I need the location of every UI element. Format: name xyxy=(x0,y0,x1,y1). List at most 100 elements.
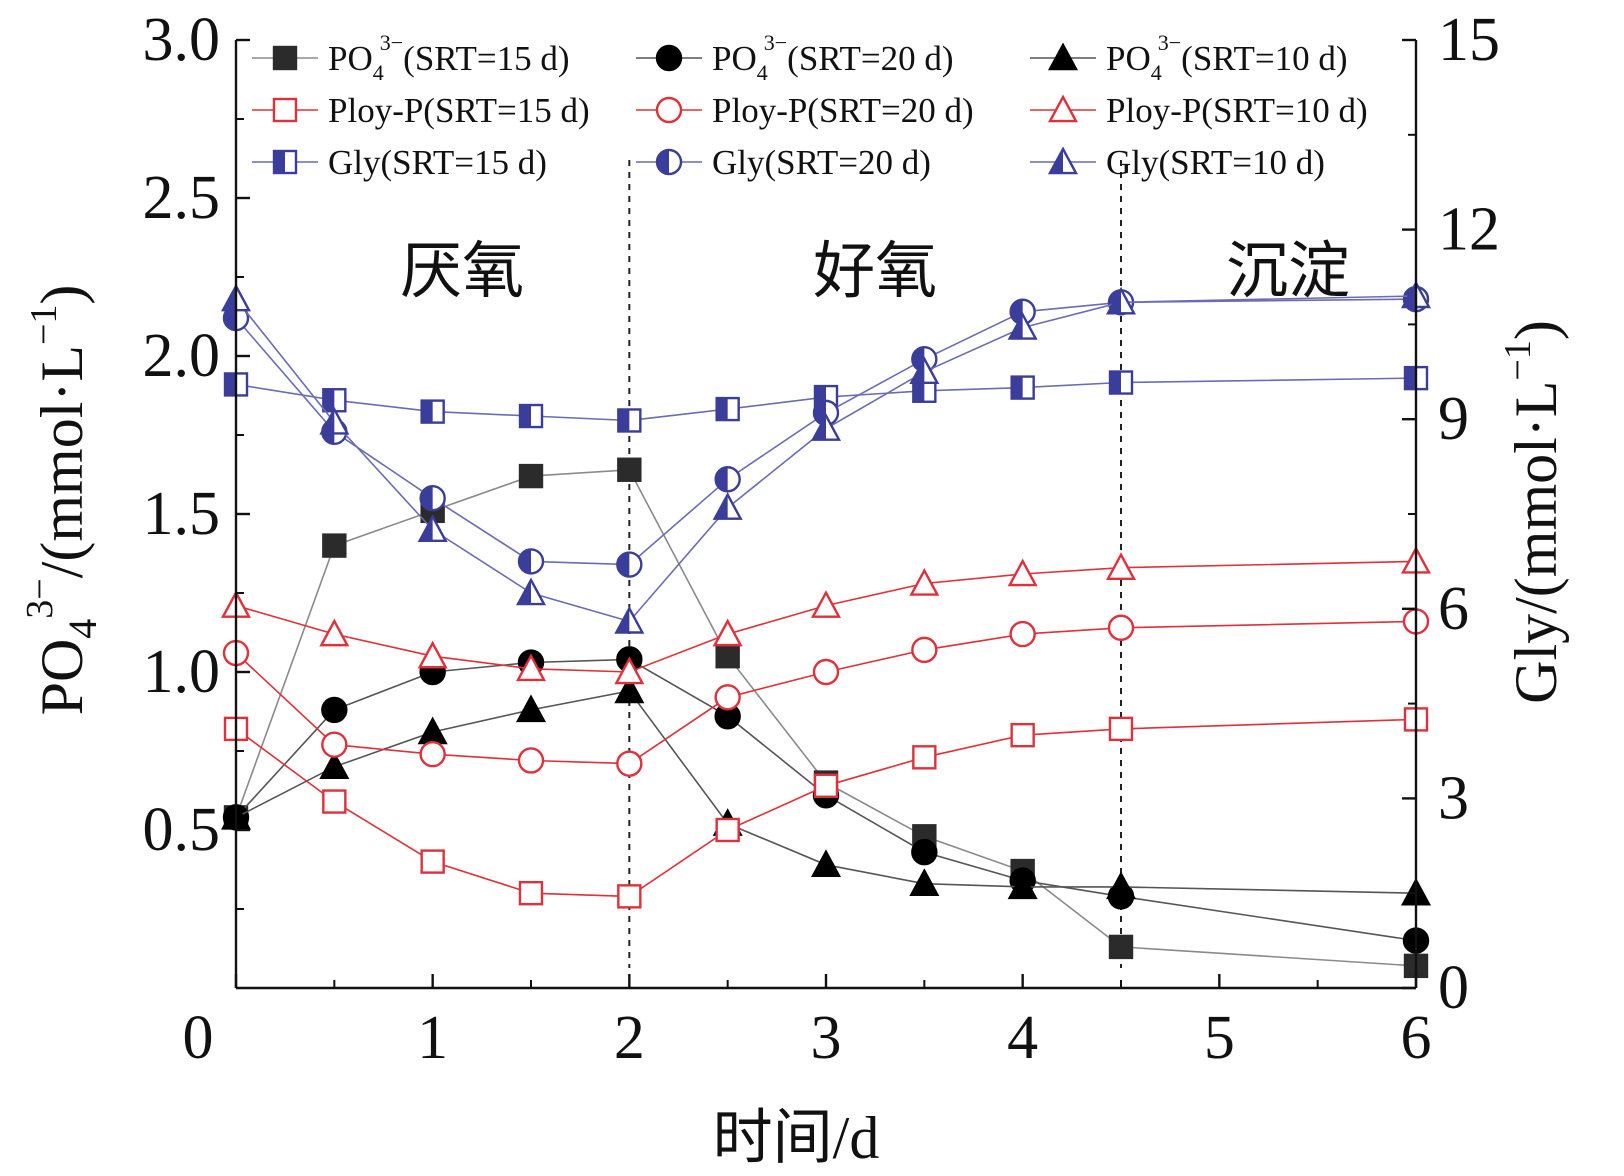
point-marker-fill xyxy=(520,405,531,428)
legend-label-rest: (SRT=15 d) xyxy=(403,39,569,78)
legend-label: PO4 3−(SRT=15 d) xyxy=(328,30,570,85)
data-point xyxy=(515,577,547,606)
legend-label: Gly(SRT=15 d) xyxy=(328,143,547,182)
data-point xyxy=(517,747,545,774)
point-marker xyxy=(517,747,545,774)
data-point xyxy=(321,696,348,724)
data-point xyxy=(272,97,298,123)
legend-item: Gly(SRT=20 d) xyxy=(636,143,931,182)
point-marker xyxy=(912,745,937,770)
point-marker-fill xyxy=(321,409,335,434)
series xyxy=(220,280,1432,634)
point-marker-fill xyxy=(1050,149,1063,174)
legend-item: Gly(SRT=10 d) xyxy=(1030,143,1325,182)
point-marker xyxy=(812,658,840,686)
legend-item: Ploy-P(SRT=20 d) xyxy=(636,91,974,130)
y-right-tick-label: 6 xyxy=(1438,575,1469,643)
point-marker xyxy=(616,750,643,777)
x-tick-label: 6 xyxy=(1401,1004,1432,1072)
data-point xyxy=(655,148,683,176)
legend-label-sub: 4 xyxy=(757,60,768,85)
point-marker xyxy=(272,97,298,123)
point-marker-fill xyxy=(419,516,433,541)
data-point xyxy=(714,466,741,493)
legend-label-main: Ploy-P(SRT=15 d) xyxy=(328,91,590,130)
point-marker xyxy=(909,567,940,596)
point-marker xyxy=(715,817,740,843)
phase-label: 好氧 xyxy=(813,238,937,306)
data-point xyxy=(420,849,445,874)
data-point xyxy=(1010,723,1035,748)
y-right-tick-label: 0 xyxy=(1438,954,1469,1022)
point-marker xyxy=(655,44,683,72)
point-marker xyxy=(1108,716,1134,742)
point-marker xyxy=(1007,871,1038,900)
data-point xyxy=(909,567,940,596)
legend-item: Ploy-P(SRT=15 d) xyxy=(252,91,590,130)
data-point xyxy=(714,684,741,711)
point-marker xyxy=(617,457,642,482)
y-axis-right-title: Gly/(mmol·L−1) xyxy=(1497,320,1569,704)
phase-labels: 厌氧 好氧 沉淀 xyxy=(400,238,1350,306)
data-point xyxy=(1108,370,1134,395)
data-point xyxy=(515,653,547,682)
point-marker-fill xyxy=(1011,376,1023,399)
data-point xyxy=(614,656,645,685)
y-left-tick-label: 2.5 xyxy=(143,164,221,232)
x-tick-label: 1 xyxy=(417,1004,448,1072)
legend-label-rest: (SRT=10 d) xyxy=(1181,39,1347,78)
data-point xyxy=(1107,614,1135,641)
legend-label: Ploy-P(SRT=20 d) xyxy=(712,91,974,130)
point-marker xyxy=(322,533,347,558)
point-marker xyxy=(319,618,350,647)
data-point xyxy=(321,731,348,758)
point-marker xyxy=(614,675,645,704)
point-marker-fill xyxy=(1009,314,1023,339)
data-point xyxy=(1007,312,1038,340)
legend-item: PO4 3−(SRT=20 d) xyxy=(636,30,954,85)
data-point xyxy=(810,590,842,618)
data-point xyxy=(912,745,937,770)
y-right-tick-label: 3 xyxy=(1438,764,1469,832)
data-point xyxy=(272,149,298,175)
point-marker-fill xyxy=(420,486,433,511)
point-marker-fill xyxy=(616,608,630,633)
legend-label-main: Gly(SRT=20 d) xyxy=(712,143,931,182)
y-left-title-unit: /(mmol·L xyxy=(29,345,95,578)
point-marker xyxy=(614,656,645,685)
data-point xyxy=(1108,934,1134,960)
data-point xyxy=(909,356,940,385)
data-point xyxy=(617,884,642,909)
point-marker-fill xyxy=(715,467,728,492)
data-point xyxy=(810,413,842,441)
legend-label: PO4 3−(SRT=10 d) xyxy=(1106,30,1348,85)
data-point xyxy=(518,403,544,429)
data-point xyxy=(417,640,448,669)
point-marker-fill xyxy=(224,306,236,331)
point-marker-fill xyxy=(1403,282,1416,308)
legend-label-main: Ploy-P(SRT=20 d) xyxy=(712,91,974,130)
data-point xyxy=(911,636,938,664)
point-marker xyxy=(321,731,348,758)
data-point xyxy=(909,868,940,896)
y-left-title-sup: 3− xyxy=(19,578,61,618)
point-marker xyxy=(714,684,741,711)
data-point xyxy=(319,751,350,780)
x-axis-title: 时间/d xyxy=(713,1105,880,1171)
data-point xyxy=(712,492,743,520)
point-marker xyxy=(322,789,347,814)
point-marker-fill xyxy=(716,398,728,421)
point-marker xyxy=(1105,552,1137,580)
data-point xyxy=(614,605,645,634)
y-left-tick-label: 1.0 xyxy=(143,638,221,706)
point-marker xyxy=(420,849,445,874)
x-tick-label: 5 xyxy=(1204,1004,1235,1072)
point-marker-fill xyxy=(657,150,669,174)
data-point xyxy=(614,675,645,704)
point-marker xyxy=(319,751,350,780)
point-marker xyxy=(1007,558,1038,587)
point-marker xyxy=(1009,620,1036,648)
point-marker-fill xyxy=(223,286,236,311)
data-point xyxy=(1108,716,1134,742)
data-point xyxy=(812,658,840,686)
